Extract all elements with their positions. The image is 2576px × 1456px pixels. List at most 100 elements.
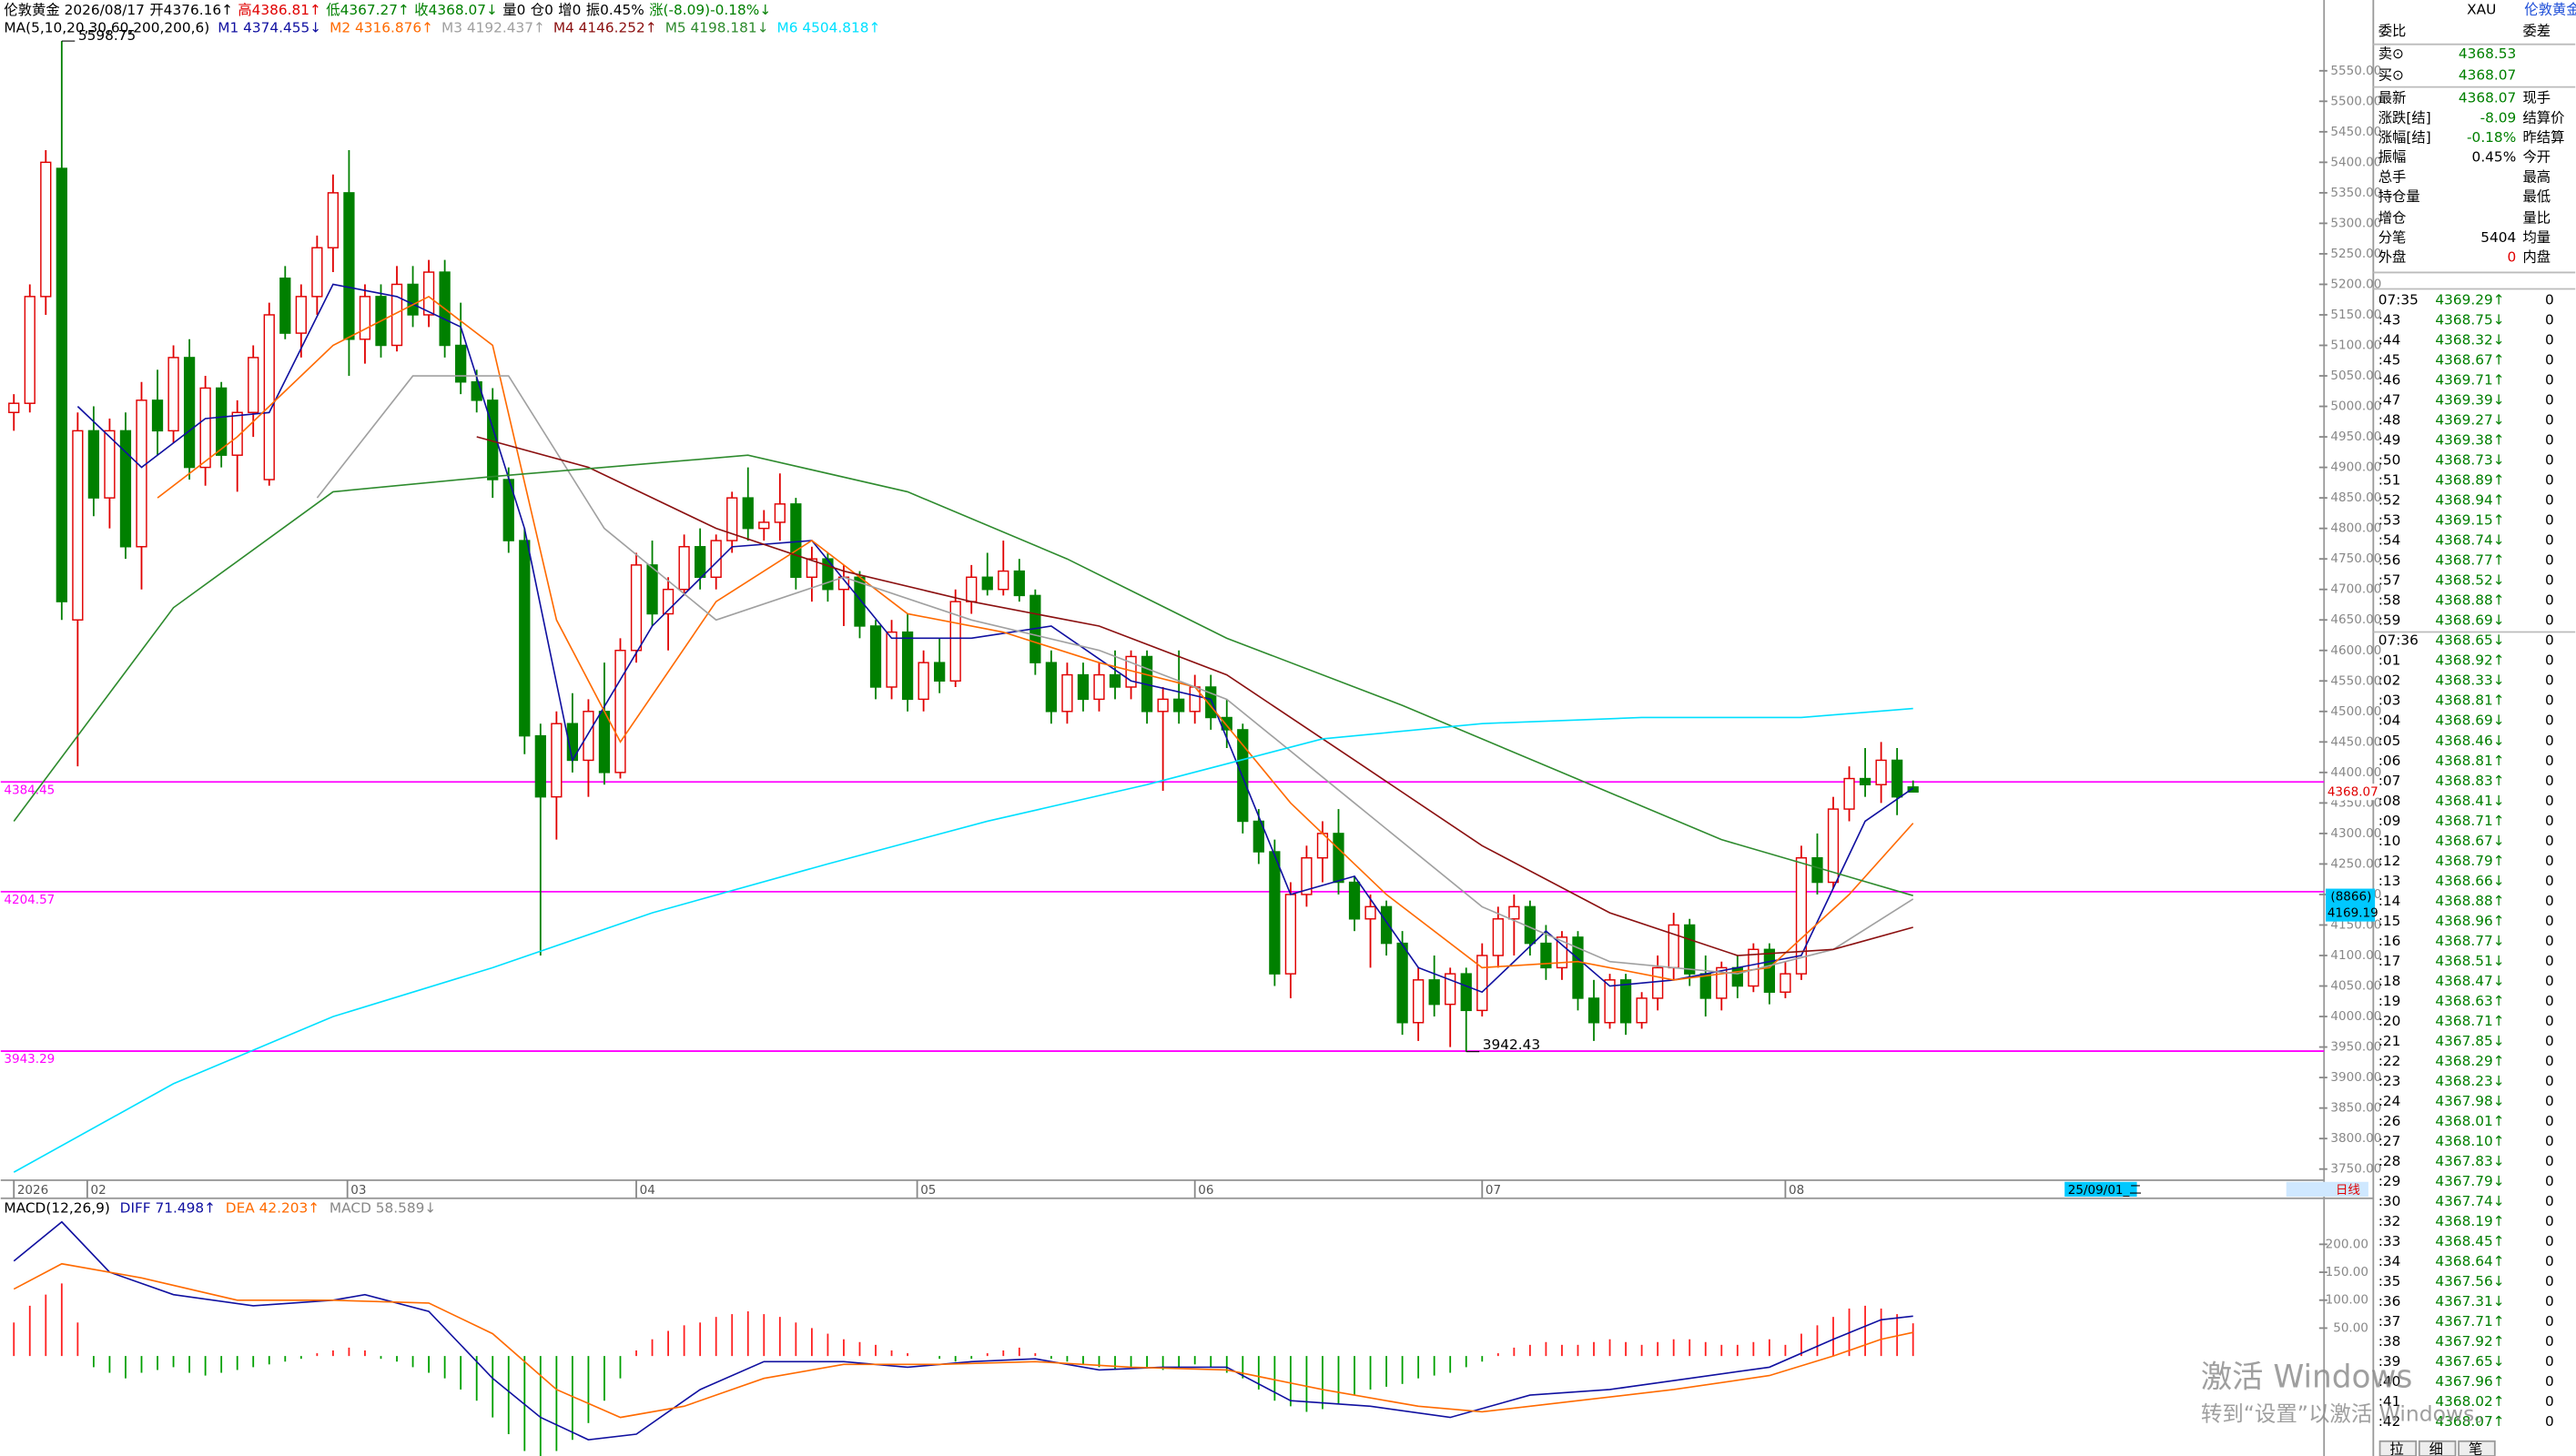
y-tick-label: 4800.00 — [2330, 521, 2381, 536]
candle-body — [1109, 673, 1121, 688]
candle-body — [1716, 966, 1728, 999]
price-line-label: 4204.57 — [4, 893, 55, 907]
legend-entry: M4 4146.252↑ — [553, 19, 657, 35]
candle-body — [981, 576, 993, 591]
ma-line — [476, 436, 1913, 956]
tick-time: :37 — [2378, 1313, 2401, 1330]
candle-body — [327, 192, 340, 248]
candle-body — [1684, 924, 1696, 975]
y-tick-label: 5050.00 — [2330, 369, 2381, 383]
quote-label: 均量 — [2522, 229, 2551, 246]
tick-time: :02 — [2378, 672, 2401, 689]
candle-body — [8, 402, 20, 413]
tick-price: 4368.69↓ — [2435, 713, 2504, 729]
tick-price: 4368.33↓ — [2435, 672, 2504, 689]
tick-price: 4368.63↑ — [2435, 993, 2504, 1009]
tab-label: 笔 — [2469, 1441, 2482, 1456]
quote-label: 内盘 — [2522, 249, 2551, 266]
y-tick-label: 5400.00 — [2330, 155, 2381, 169]
x-tick-label: 08 — [1789, 1183, 1804, 1198]
tab[interactable] — [2378, 1440, 2418, 1456]
tick-time: :27 — [2378, 1133, 2401, 1149]
candle-body — [1652, 966, 1664, 999]
candle-body — [136, 399, 147, 548]
y-tick-label: 4750.00 — [2330, 551, 2381, 566]
y-tick-label: 4250.00 — [2330, 856, 2381, 871]
candle-body — [854, 576, 866, 627]
candle-body — [407, 283, 419, 316]
tick-time: :06 — [2378, 753, 2401, 769]
tick-price: 4368.47↓ — [2435, 973, 2504, 989]
tick-time: :30 — [2378, 1193, 2401, 1209]
tick-price: 4369.27↓ — [2435, 412, 2504, 429]
y-tick-label: 4850.00 — [2330, 490, 2381, 505]
candle-body — [167, 357, 179, 432]
candle-body — [646, 564, 658, 615]
tick-volume: 0 — [2545, 773, 2554, 789]
candle-body — [1492, 918, 1504, 956]
tick-volume: 0 — [2545, 1193, 2554, 1209]
tick-price: 4368.81↑ — [2435, 753, 2504, 769]
tick-volume: 0 — [2545, 1413, 2554, 1430]
y-tick-label: 4900.00 — [2330, 460, 2381, 475]
candle-body — [248, 357, 259, 413]
tick-volume: 0 — [2545, 292, 2554, 308]
tab[interactable] — [2418, 1440, 2457, 1456]
candle-body — [359, 296, 371, 340]
quote-label: 买⊙ — [2378, 66, 2404, 83]
tick-time: :34 — [2378, 1253, 2401, 1269]
legend-entry: M6 4504.818↑ — [777, 19, 881, 35]
candle-body — [455, 344, 467, 383]
candle-body — [1413, 979, 1425, 1024]
x-tick-label: 05 — [920, 1183, 936, 1198]
tick-price: 4368.75↓ — [2435, 312, 2504, 329]
tick-volume: 0 — [2545, 1133, 2554, 1149]
candle-body — [1301, 857, 1313, 895]
tick-price: 4369.29↑ — [2435, 292, 2504, 308]
tick-time: :22 — [2378, 1053, 2401, 1069]
tick-time: :36 — [2378, 1293, 2401, 1309]
tick-time: :14 — [2378, 893, 2401, 909]
quote-value: -0.18% — [2467, 129, 2516, 146]
quote-value: -8.09 — [2480, 109, 2517, 126]
tick-volume: 0 — [2545, 312, 2554, 329]
candle-body — [1795, 857, 1808, 975]
candle-body — [1524, 905, 1536, 945]
tick-time: :58 — [2378, 592, 2401, 609]
tick-price: 4367.71↑ — [2435, 1313, 2504, 1330]
tick-time: :01 — [2378, 652, 2401, 669]
tick-price: 4368.23↓ — [2435, 1073, 2504, 1089]
y-tick-label: 5200.00 — [2330, 277, 2381, 291]
tab-label: 拉 — [2389, 1441, 2403, 1456]
tick-time: :26 — [2378, 1113, 2401, 1129]
y-tick-label: 5100.00 — [2330, 339, 2381, 353]
y-tick-label: 5350.00 — [2330, 186, 2381, 200]
tick-time: :16 — [2378, 933, 2401, 949]
ma-line — [13, 454, 1913, 896]
x-tick-label: 02 — [90, 1183, 106, 1198]
candle-body — [311, 247, 323, 298]
tab[interactable] — [2458, 1440, 2496, 1456]
ma-line — [13, 707, 1913, 1173]
candle-body — [1364, 905, 1376, 920]
candle-body — [662, 588, 674, 615]
candle-body — [1587, 997, 1600, 1024]
tick-volume: 0 — [2545, 953, 2554, 969]
y-tick-label: 3900.00 — [2330, 1070, 2381, 1085]
candle-body — [1173, 698, 1185, 713]
x-tick-label: 03 — [350, 1183, 366, 1198]
candle-body — [630, 564, 643, 652]
tick-volume: 0 — [2545, 693, 2554, 709]
tick-volume: 0 — [2545, 632, 2554, 649]
tick-price: 4368.19↑ — [2435, 1213, 2504, 1229]
tick-price: 4368.41↓ — [2435, 793, 2504, 809]
tick-time: :56 — [2378, 552, 2401, 569]
header-field: 增0 — [558, 1, 581, 17]
candle-body — [1445, 973, 1456, 1006]
candle-body — [231, 411, 243, 456]
y-tick-label: 5150.00 — [2330, 308, 2381, 322]
candle-body — [24, 296, 35, 404]
tick-price: 4367.56↓ — [2435, 1273, 2504, 1289]
tick-volume: 0 — [2545, 652, 2554, 669]
tick-price: 4368.67↓ — [2435, 833, 2504, 849]
